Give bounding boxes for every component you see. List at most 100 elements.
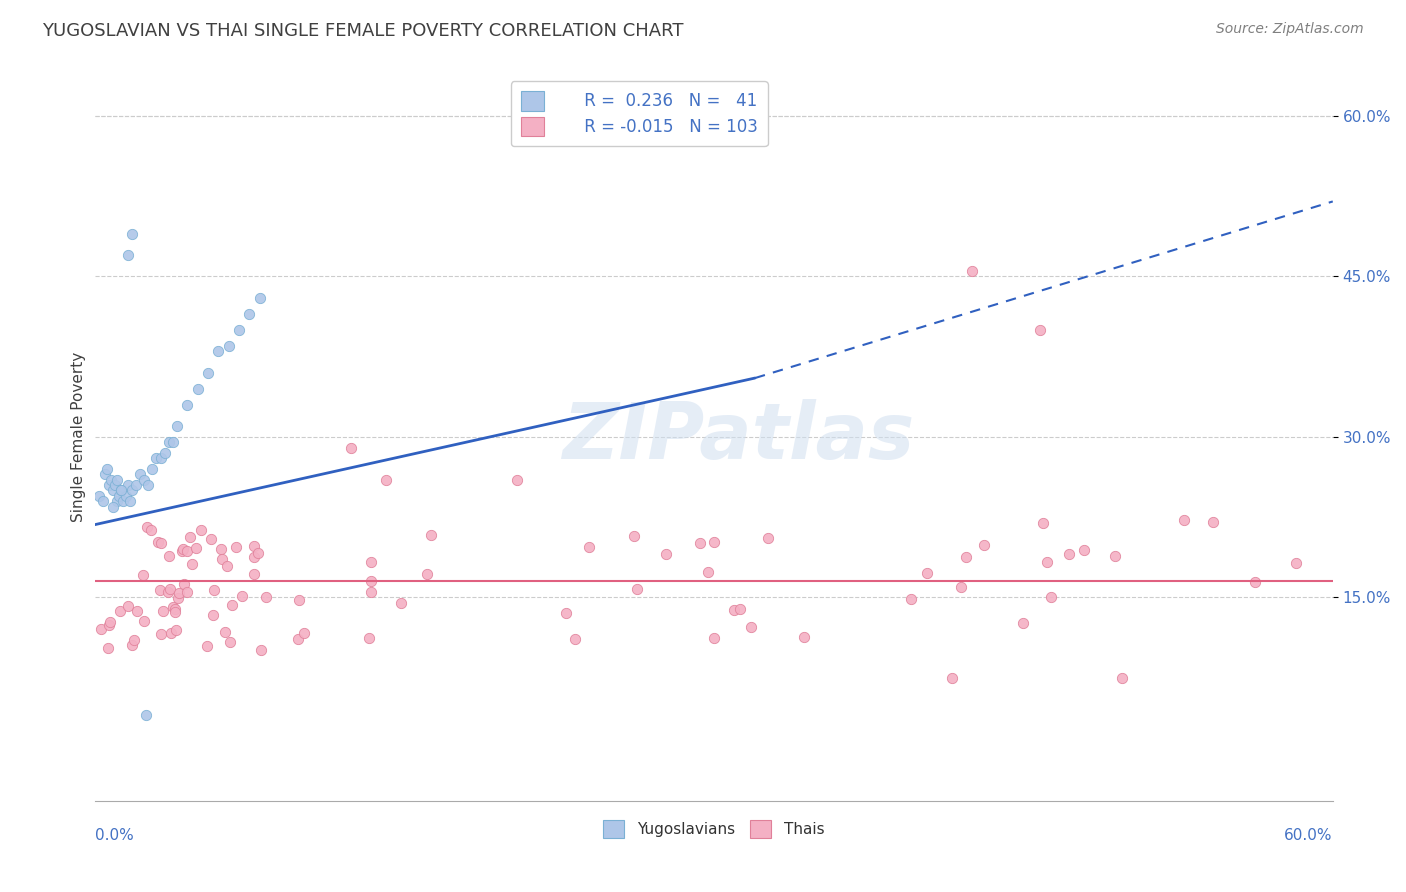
Point xyxy=(962,264,984,278)
Point xyxy=(121,483,143,498)
Point xyxy=(176,544,198,558)
Point xyxy=(689,536,711,550)
Point xyxy=(100,473,122,487)
Point xyxy=(225,540,247,554)
Point xyxy=(96,462,118,476)
Point xyxy=(1104,549,1126,563)
Point xyxy=(136,478,159,492)
Point xyxy=(169,586,191,600)
Point xyxy=(157,549,180,563)
Point xyxy=(360,585,382,599)
Legend: Yugoslavians, Thais: Yugoslavians, Thais xyxy=(598,814,831,844)
Point xyxy=(135,708,157,723)
Point xyxy=(1111,671,1133,685)
Point xyxy=(152,604,174,618)
Point xyxy=(728,602,751,616)
Point xyxy=(1285,556,1308,570)
Point xyxy=(955,549,977,564)
Point xyxy=(243,550,266,565)
Point xyxy=(134,614,156,628)
Point xyxy=(242,566,264,581)
Point xyxy=(114,489,136,503)
Point xyxy=(1202,515,1225,529)
Point xyxy=(1243,574,1265,589)
Point xyxy=(98,478,121,492)
Text: ZIPatlas: ZIPatlas xyxy=(562,399,914,475)
Point xyxy=(420,527,443,541)
Point xyxy=(117,599,139,613)
Point xyxy=(132,473,155,487)
Point xyxy=(254,590,277,604)
Point xyxy=(292,626,315,640)
Point xyxy=(165,606,187,620)
Point xyxy=(159,626,181,640)
Point xyxy=(98,618,121,632)
Point xyxy=(110,483,132,498)
Point xyxy=(218,339,240,353)
Point xyxy=(340,441,363,455)
Point xyxy=(125,604,148,618)
Point xyxy=(696,565,718,579)
Point xyxy=(221,598,243,612)
Point xyxy=(180,558,202,572)
Point xyxy=(179,530,201,544)
Point xyxy=(1039,591,1062,605)
Point xyxy=(172,541,194,556)
Point xyxy=(166,591,188,605)
Point xyxy=(165,623,187,637)
Point xyxy=(288,592,311,607)
Point xyxy=(173,577,195,591)
Point xyxy=(150,627,173,641)
Point xyxy=(159,582,181,596)
Point xyxy=(207,344,229,359)
Point xyxy=(112,494,135,508)
Point xyxy=(200,532,222,546)
Point xyxy=(162,599,184,614)
Point xyxy=(238,307,260,321)
Point xyxy=(149,451,172,466)
Point xyxy=(184,541,207,556)
Point xyxy=(973,538,995,552)
Point xyxy=(132,568,155,582)
Point xyxy=(139,523,162,537)
Point xyxy=(201,608,224,623)
Point xyxy=(1011,615,1033,630)
Point xyxy=(121,227,143,241)
Point xyxy=(1028,323,1050,337)
Point xyxy=(197,366,219,380)
Point xyxy=(157,435,180,450)
Point xyxy=(215,559,238,574)
Point xyxy=(506,473,529,487)
Point xyxy=(149,583,172,598)
Point xyxy=(195,639,218,653)
Point xyxy=(94,467,117,482)
Point xyxy=(162,435,184,450)
Point xyxy=(157,584,180,599)
Point xyxy=(917,566,939,581)
Text: 60.0%: 60.0% xyxy=(1284,828,1333,843)
Point xyxy=(626,582,648,596)
Text: Source: ZipAtlas.com: Source: ZipAtlas.com xyxy=(1216,22,1364,37)
Point xyxy=(287,632,309,647)
Point xyxy=(703,535,725,549)
Point xyxy=(117,478,139,492)
Point xyxy=(623,529,645,543)
Point xyxy=(104,478,127,492)
Point xyxy=(228,323,250,337)
Point xyxy=(145,451,167,466)
Point xyxy=(218,635,240,649)
Point xyxy=(1032,516,1054,531)
Point xyxy=(166,419,188,434)
Point xyxy=(249,291,271,305)
Point xyxy=(125,478,148,492)
Point xyxy=(187,382,209,396)
Point xyxy=(118,494,141,508)
Point xyxy=(98,615,121,629)
Point xyxy=(740,620,762,634)
Point xyxy=(360,574,382,589)
Point xyxy=(247,546,270,560)
Point xyxy=(146,535,169,549)
Point xyxy=(91,494,114,508)
Point xyxy=(1073,542,1095,557)
Point xyxy=(416,566,439,581)
